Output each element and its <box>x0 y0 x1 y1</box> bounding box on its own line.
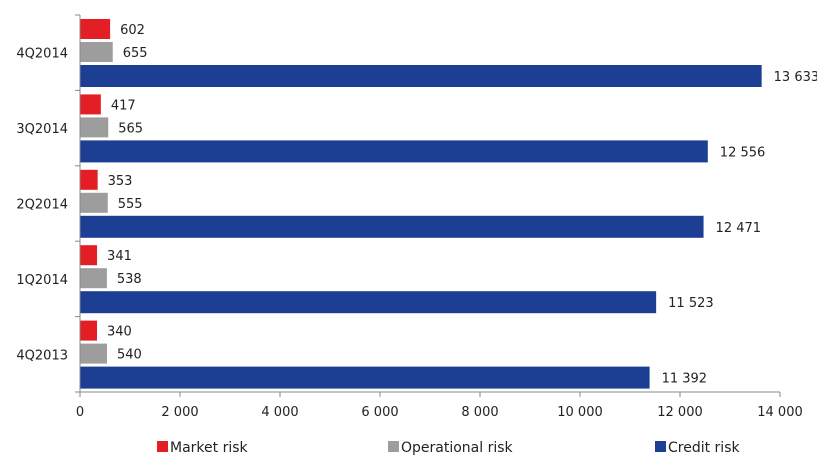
category-ticks-group <box>75 14 80 393</box>
data-label: 11 392 <box>662 372 708 387</box>
data-label: 655 <box>123 46 148 61</box>
bar-credit-risk-1q2014 <box>80 291 657 314</box>
legend-swatch <box>388 441 399 452</box>
x-tick-label: 6 000 <box>361 405 398 420</box>
legend-label: Credit risk <box>668 440 740 456</box>
x-tick-labels-group: 0 2 000 4 000 6 000 8 000 10 000 12 000 14 000 <box>76 405 803 420</box>
data-label: 353 <box>108 174 133 189</box>
data-labels-group: 602 655 13 633 417 565 12 556 353 555 12 471 341 5… <box>107 23 817 387</box>
category-label: 2Q2014 <box>16 198 68 213</box>
data-label: 555 <box>118 197 143 212</box>
x-tick-label: 12 000 <box>657 405 703 420</box>
legend-swatch <box>157 441 168 452</box>
data-label: 602 <box>120 23 145 38</box>
data-label: 13 633 <box>774 70 817 85</box>
data-label: 341 <box>107 249 132 264</box>
x-tick-label: 4 000 <box>261 405 298 420</box>
x-tick-label: 2 000 <box>161 405 198 420</box>
x-tick-label: 10 000 <box>557 405 603 420</box>
data-label: 340 <box>107 325 132 340</box>
category-label: 4Q2013 <box>16 348 68 363</box>
category-label: 3Q2014 <box>16 122 68 137</box>
legend-label: Operational risk <box>401 440 514 456</box>
category-label: 4Q2014 <box>16 47 68 62</box>
bar-market-risk-3q2014 <box>80 94 101 115</box>
data-label: 417 <box>111 98 136 113</box>
bar-operational-risk-4q2013 <box>80 343 107 364</box>
bar-market-risk-2q2014 <box>80 169 98 190</box>
x-tick-label: 14 000 <box>757 405 803 420</box>
data-label: 12 471 <box>716 221 762 236</box>
data-label: 565 <box>118 121 143 136</box>
bar-market-risk-4q2013 <box>80 320 97 341</box>
bar-operational-risk-2q2014 <box>80 192 108 213</box>
bar-operational-risk-4q2014 <box>80 42 113 62</box>
legend-item-operational-risk: Operational risk <box>388 440 514 456</box>
bar-operational-risk-3q2014 <box>80 117 109 138</box>
bar-credit-risk-4q2014 <box>80 65 762 87</box>
bar-credit-risk-3q2014 <box>80 140 708 163</box>
legend-swatch <box>655 441 666 452</box>
category-label: 1Q2014 <box>16 273 68 288</box>
legend-item-market-risk: Market risk <box>157 440 249 456</box>
bars-group <box>80 19 762 389</box>
category-labels-group: 4Q2014 3Q2014 2Q2014 1Q2014 4Q2013 <box>16 47 68 364</box>
legend-item-credit-risk: Credit risk <box>655 440 740 456</box>
axes-group <box>79 15 780 393</box>
data-label: 12 556 <box>720 145 766 160</box>
legend: Market risk Operational risk Credit risk <box>157 440 740 456</box>
bar-credit-risk-2q2014 <box>80 215 704 238</box>
x-tick-label: 0 <box>76 405 84 420</box>
data-label: 540 <box>117 348 142 363</box>
x-tick-label: 8 000 <box>461 405 498 420</box>
bar-credit-risk-4q2013 <box>80 366 650 389</box>
bar-operational-risk-1q2014 <box>80 268 107 289</box>
bar-market-risk-4q2014 <box>80 19 111 39</box>
bar-market-risk-1q2014 <box>80 245 98 266</box>
legend-label: Market risk <box>170 440 249 456</box>
x-ticks-group <box>79 392 781 397</box>
data-label: 11 523 <box>668 296 714 311</box>
data-label: 538 <box>117 272 142 287</box>
